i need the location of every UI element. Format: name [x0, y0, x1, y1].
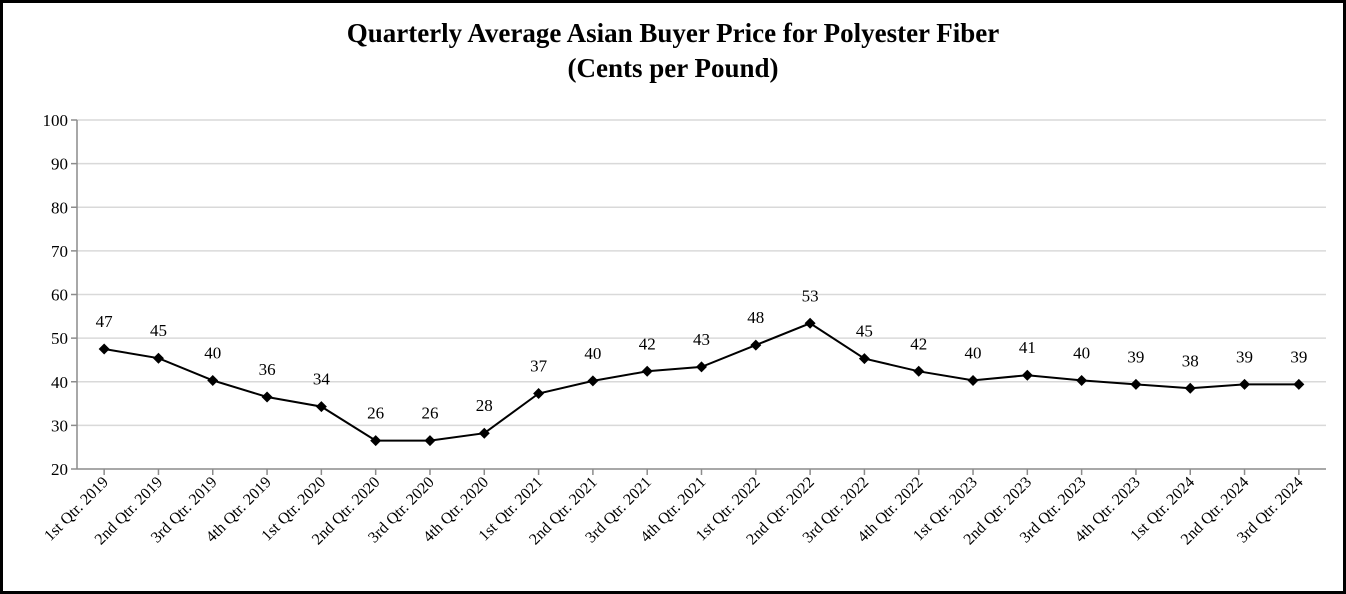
data-point-marker [1021, 369, 1033, 381]
data-label: 45 [856, 322, 873, 341]
data-point-marker [641, 365, 653, 377]
gridlines [77, 119, 1326, 427]
data-label: 28 [476, 396, 493, 415]
data-point-marker [967, 374, 979, 386]
data-label: 38 [1182, 351, 1199, 370]
data-label: 40 [584, 344, 601, 363]
data-label: 42 [639, 334, 656, 353]
data-label: 43 [693, 330, 710, 349]
data-point-marker [533, 388, 545, 400]
data-label: 40 [204, 343, 221, 362]
data-label: 36 [259, 360, 276, 379]
data-point-marker [858, 353, 870, 365]
data-label: 41 [1019, 338, 1036, 357]
data-label: 39 [1127, 347, 1144, 366]
y-tick-label: 70 [51, 242, 68, 261]
data-label: 45 [150, 321, 167, 340]
chart-subtitle: (Cents per Pound) [567, 53, 779, 83]
data-point-marker [261, 391, 273, 403]
data-point-marker [98, 343, 110, 355]
y-axis-ticks: 20 30 40 50 60 70 80 90 100 [43, 111, 77, 479]
data-point-marker [1239, 378, 1251, 390]
data-point-marker [587, 375, 599, 387]
y-tick-label: 30 [51, 416, 68, 435]
y-tick-label: 100 [43, 111, 69, 130]
data-label: 47 [96, 312, 114, 331]
data-label: 53 [802, 286, 819, 305]
data-point-marker [696, 361, 707, 373]
data-label: 26 [421, 404, 438, 423]
data-point-marker [424, 435, 436, 447]
data-point-marker [370, 435, 382, 447]
data-label: 34 [313, 370, 331, 389]
data-point-marker [478, 427, 490, 439]
data-point-marker [1184, 382, 1196, 394]
data-point-marker [913, 365, 925, 377]
data-point-marker [1130, 378, 1142, 390]
data-markers [98, 317, 1305, 447]
data-point-marker [152, 352, 164, 364]
y-tick-label: 40 [51, 373, 68, 392]
y-tick-label: 60 [51, 286, 68, 305]
data-label: 37 [530, 357, 548, 376]
data-label: 26 [367, 404, 384, 423]
y-tick-label: 80 [51, 198, 68, 217]
data-label: 39 [1290, 347, 1307, 366]
chart-title: Quarterly Average Asian Buyer Price for … [346, 18, 1000, 48]
data-label: 48 [747, 308, 764, 327]
data-labels: 47 45 40 36 34 26 26 28 37 40 42 43 48 53 45 42 40 41 40 39… [96, 286, 1308, 422]
data-point-marker [750, 339, 762, 351]
y-tick-label: 90 [51, 155, 68, 174]
data-point-marker [1076, 374, 1088, 386]
data-label: 42 [910, 334, 927, 353]
data-point-marker [804, 317, 816, 329]
data-label: 39 [1236, 347, 1253, 366]
y-tick-label: 50 [51, 329, 68, 348]
data-point-marker [1293, 378, 1305, 390]
data-point-marker [207, 374, 219, 386]
data-label: 40 [1073, 343, 1090, 362]
data-point-marker [315, 401, 327, 413]
y-tick-label: 20 [51, 460, 68, 479]
data-label: 40 [965, 343, 982, 362]
